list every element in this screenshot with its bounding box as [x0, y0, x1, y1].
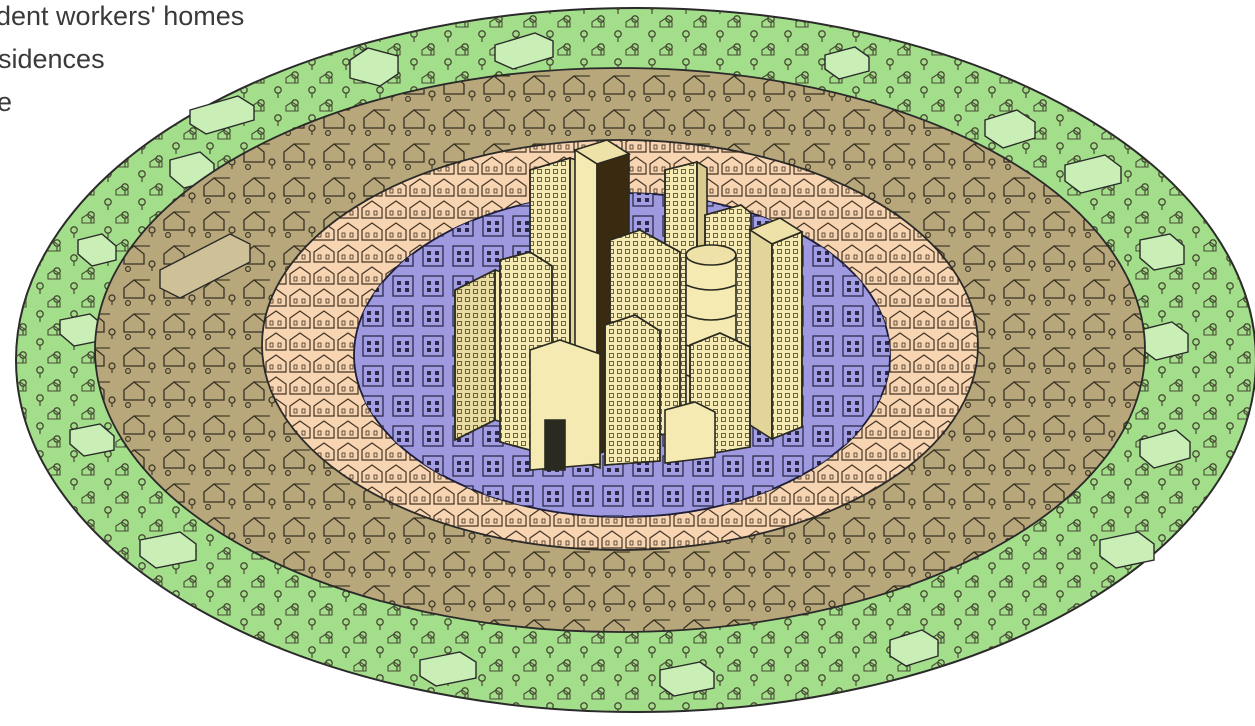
central-business-district — [454, 139, 804, 472]
legend-label-3: e — [0, 87, 13, 117]
legend-label-2: sidences — [0, 44, 105, 74]
tower — [748, 217, 804, 441]
tower — [529, 339, 601, 471]
tower — [664, 401, 716, 464]
legend-label-1: dent workers' homes — [0, 1, 245, 31]
tower — [604, 314, 661, 466]
